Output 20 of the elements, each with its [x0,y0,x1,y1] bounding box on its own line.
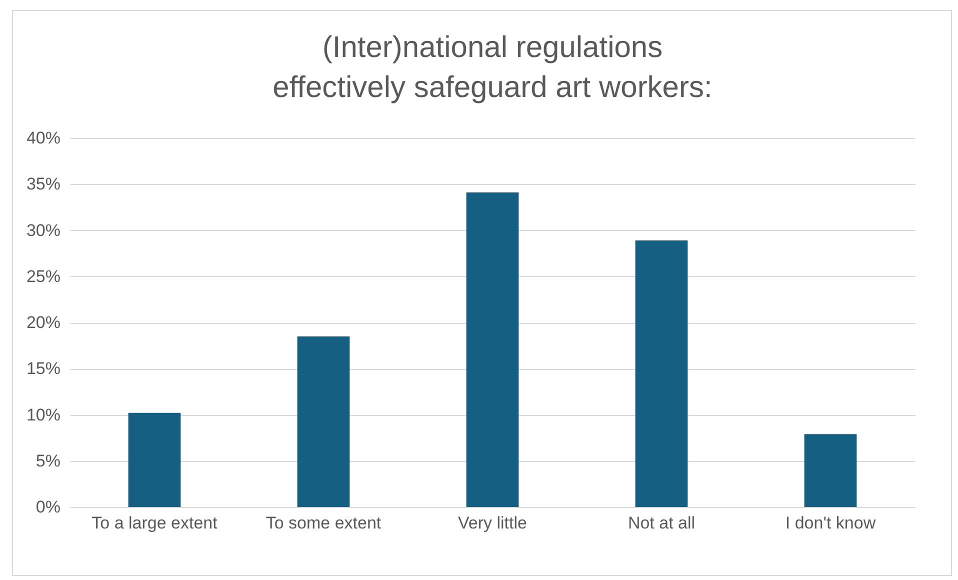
x-tick-label: Not at all [628,514,696,532]
x-tick-label: I don't know [785,514,876,532]
y-tick-label: 0% [36,498,60,516]
y-tick-label: 20% [26,313,60,332]
y-tick-label: 5% [36,451,60,470]
bar [297,336,350,507]
y-tick-label: 40% [26,128,60,148]
y-tick-label: 15% [26,359,60,378]
y-tick-label: 25% [26,266,60,286]
x-tick-label: Very little [458,514,527,532]
y-tick-label: 30% [26,220,60,240]
y-tick-label: 10% [26,405,60,424]
x-tick-label: To some extent [266,514,382,532]
x-tick-label: To a large extent [92,514,218,532]
bar [804,434,857,507]
y-tick-label: 35% [26,174,60,194]
bar [128,412,181,507]
bar [466,192,519,507]
bar [635,240,688,507]
chart-title: (Inter)national regulations effectively safeguard art workers: [272,31,712,104]
